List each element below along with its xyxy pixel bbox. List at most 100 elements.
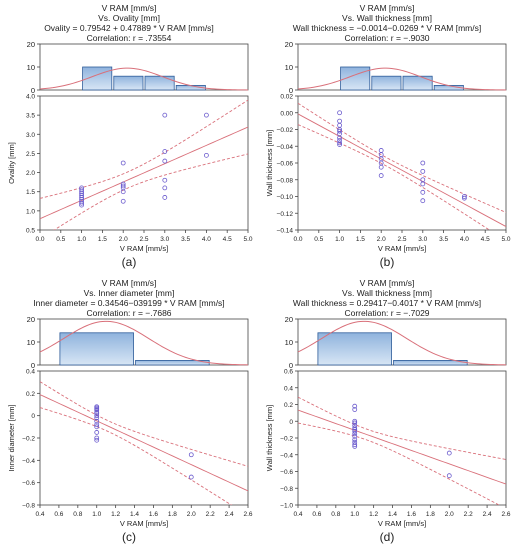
x-tick-label: 0.0 xyxy=(35,236,44,243)
data-point xyxy=(162,185,168,191)
y-axis-label: Wall thickness [mm] xyxy=(265,405,274,471)
data-point xyxy=(337,142,342,147)
x-tick-label: 2.0 xyxy=(377,236,386,243)
y-tick-label: 0.2 xyxy=(26,391,35,398)
confidence-band-lower xyxy=(40,407,233,505)
data-point xyxy=(94,424,100,430)
panel-c-chart: 0 10 20 −0.8 −0.6 −0.4 −0.2 0 0.2 0.4 0.4 0.6 0.8 1.0… xyxy=(7,315,253,528)
histogram-bar xyxy=(402,75,433,91)
y-axis-label: Inner diameter [mm] xyxy=(7,404,16,471)
title-line: Correlation: r = −.9030 xyxy=(344,33,430,43)
x-tick-label: 1.6 xyxy=(149,511,158,518)
x-tick-label: 0.0 xyxy=(293,236,302,243)
data-point xyxy=(203,112,209,118)
y-tick-label: −0.6 xyxy=(280,469,293,476)
panel-a-title: V RAM [mm/s] Vs. Ovality [mm] Ovality = … xyxy=(0,3,258,43)
x-tick-label: 1.0 xyxy=(335,236,344,243)
data-point xyxy=(420,160,426,166)
hist-y-tick-label: 10 xyxy=(27,63,35,72)
x-tick-label: 4.5 xyxy=(481,236,490,243)
data-point xyxy=(120,183,126,189)
panel-b: V RAM [mm/s] Vs. Wall thickness [mm] Wal… xyxy=(258,0,516,275)
x-tick-label: 1.4 xyxy=(130,511,139,518)
data-point xyxy=(79,185,84,191)
data-point xyxy=(352,403,358,409)
y-tick-label: −0.8 xyxy=(280,486,293,493)
data-point xyxy=(162,158,168,164)
data-point xyxy=(188,452,194,458)
x-tick-label: 1.5 xyxy=(98,236,107,243)
data-point xyxy=(188,474,194,480)
data-point xyxy=(352,437,358,443)
x-tick-label: 0.8 xyxy=(331,511,340,518)
title-line: Vs. Ovality [mm] xyxy=(98,13,160,23)
x-axis-label: V RAM [mm/s] xyxy=(378,244,426,253)
data-point xyxy=(162,195,168,200)
data-point xyxy=(446,450,452,456)
data-point xyxy=(461,194,467,199)
histogram-bar xyxy=(317,332,392,366)
x-tick-label: 0.4 xyxy=(293,511,302,518)
confidence-band-lower xyxy=(53,153,248,230)
x-tick-label: 5.0 xyxy=(243,236,252,243)
hist-y-tick-label: 0 xyxy=(31,86,35,95)
histogram-bar xyxy=(113,75,144,91)
data-point xyxy=(337,122,342,128)
x-tick-label: 1.0 xyxy=(92,511,101,518)
y-tick-label: −0.08 xyxy=(277,177,294,184)
data-point xyxy=(162,177,168,183)
y-axis-label: Wall thickness [mm] xyxy=(265,130,274,196)
data-point xyxy=(337,128,342,134)
title-line: Wall thickness = −0.0014−0.0269 * V RAM … xyxy=(292,23,482,33)
panel-a: V RAM [mm/s] Vs. Ovality [mm] Ovality = … xyxy=(0,0,258,275)
data-point xyxy=(378,173,384,178)
histogram-frame xyxy=(39,43,249,91)
data-point xyxy=(337,110,342,116)
scatter-frame xyxy=(39,95,249,231)
panel-d-title: V RAM [mm/s] Vs. Wall thickness [mm] Wal… xyxy=(258,278,516,318)
x-axis-label: V RAM [mm/s] xyxy=(120,244,168,253)
hist-y-tick-label: 10 xyxy=(27,338,35,347)
histogram-frame xyxy=(297,43,507,91)
x-tick-label: 3.0 xyxy=(160,236,169,243)
x-tick-label: 2.4 xyxy=(483,511,492,518)
hist-y-tick-label: 20 xyxy=(27,40,35,49)
x-tick-label: 2.0 xyxy=(119,236,128,243)
confidence-band-upper xyxy=(40,99,248,199)
x-tick-label: 2.4 xyxy=(225,511,234,518)
data-point xyxy=(352,428,358,434)
y-tick-label: −0.10 xyxy=(277,194,294,201)
y-tick-label: 0.4 xyxy=(284,385,293,392)
x-tick-label: 3.5 xyxy=(439,236,448,243)
title-line: Vs. Wall thickness [mm] xyxy=(342,288,432,298)
data-point xyxy=(461,195,467,201)
x-tick-label: 0.4 xyxy=(35,511,44,518)
panel-c-label: (c) xyxy=(122,530,136,544)
x-tick-label: 1.0 xyxy=(77,236,86,243)
hist-y-tick-label: 0 xyxy=(31,361,35,370)
x-axis-label: V RAM [mm/s] xyxy=(120,519,168,528)
title-line: V RAM [mm/s] xyxy=(359,278,415,288)
normal-curve xyxy=(39,67,249,91)
x-tick-label: 0.6 xyxy=(312,511,321,518)
panel-d: V RAM [mm/s] Vs. Wall thickness [mm] Wal… xyxy=(258,275,516,550)
data-point xyxy=(94,407,100,413)
data-point xyxy=(120,198,126,204)
x-tick-label: 4.0 xyxy=(202,236,211,243)
y-tick-label: 0.02 xyxy=(280,94,293,101)
title-line: Vs. Inner diameter [mm] xyxy=(83,288,175,298)
hist-y-tick-label: 0 xyxy=(289,361,293,370)
data-point xyxy=(337,140,342,146)
x-axis-label: V RAM [mm/s] xyxy=(378,519,426,528)
x-tick-label: 1.8 xyxy=(168,511,177,518)
x-tick-label: 2.6 xyxy=(501,511,510,518)
x-tick-label: 1.4 xyxy=(388,511,397,518)
panel-c: V RAM [mm/s] Vs. Inner diameter [mm] Inn… xyxy=(0,275,258,550)
y-tick-label: −1.0 xyxy=(280,503,293,510)
title-line: Inner diameter = 0.34546−039199 * V RAM … xyxy=(33,298,225,308)
x-tick-label: 3.0 xyxy=(418,236,427,243)
y-tick-label: −0.06 xyxy=(277,161,294,168)
panel-b-chart: 0 10 20 −0.14 −0.12 −0.10 −0.08 −0.06 −0.04 −0.02… xyxy=(265,40,511,253)
x-tick-label: 1.8 xyxy=(426,511,435,518)
y-tick-label: 0 xyxy=(31,413,35,420)
